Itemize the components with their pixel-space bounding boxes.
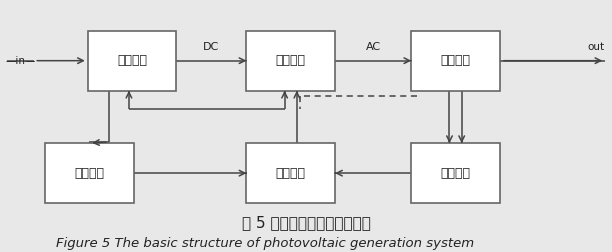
Text: 输入电路: 输入电路 [117, 54, 147, 67]
Text: 保护电路: 保护电路 [441, 167, 471, 180]
Text: 控制电路: 控制电路 [276, 167, 306, 180]
Text: Figure 5 The basic structure of photovoltaic generation system: Figure 5 The basic structure of photovol… [56, 237, 474, 250]
Text: DC: DC [203, 42, 220, 52]
Bar [411, 31, 500, 91]
Text: 辅助电路: 辅助电路 [74, 167, 104, 180]
Bar [45, 143, 133, 203]
Bar [88, 31, 176, 91]
Bar [247, 31, 335, 91]
Text: 逆变电路: 逆变电路 [276, 54, 306, 67]
Bar [247, 143, 335, 203]
Text: 输出电路: 输出电路 [441, 54, 471, 67]
Text: 图 5 光伏逆变系统基本结构图: 图 5 光伏逆变系统基本结构图 [242, 216, 370, 231]
Text: out: out [588, 42, 605, 52]
Text: AC: AC [365, 42, 381, 52]
Text: —in—: —in— [5, 56, 35, 66]
Bar [411, 143, 500, 203]
